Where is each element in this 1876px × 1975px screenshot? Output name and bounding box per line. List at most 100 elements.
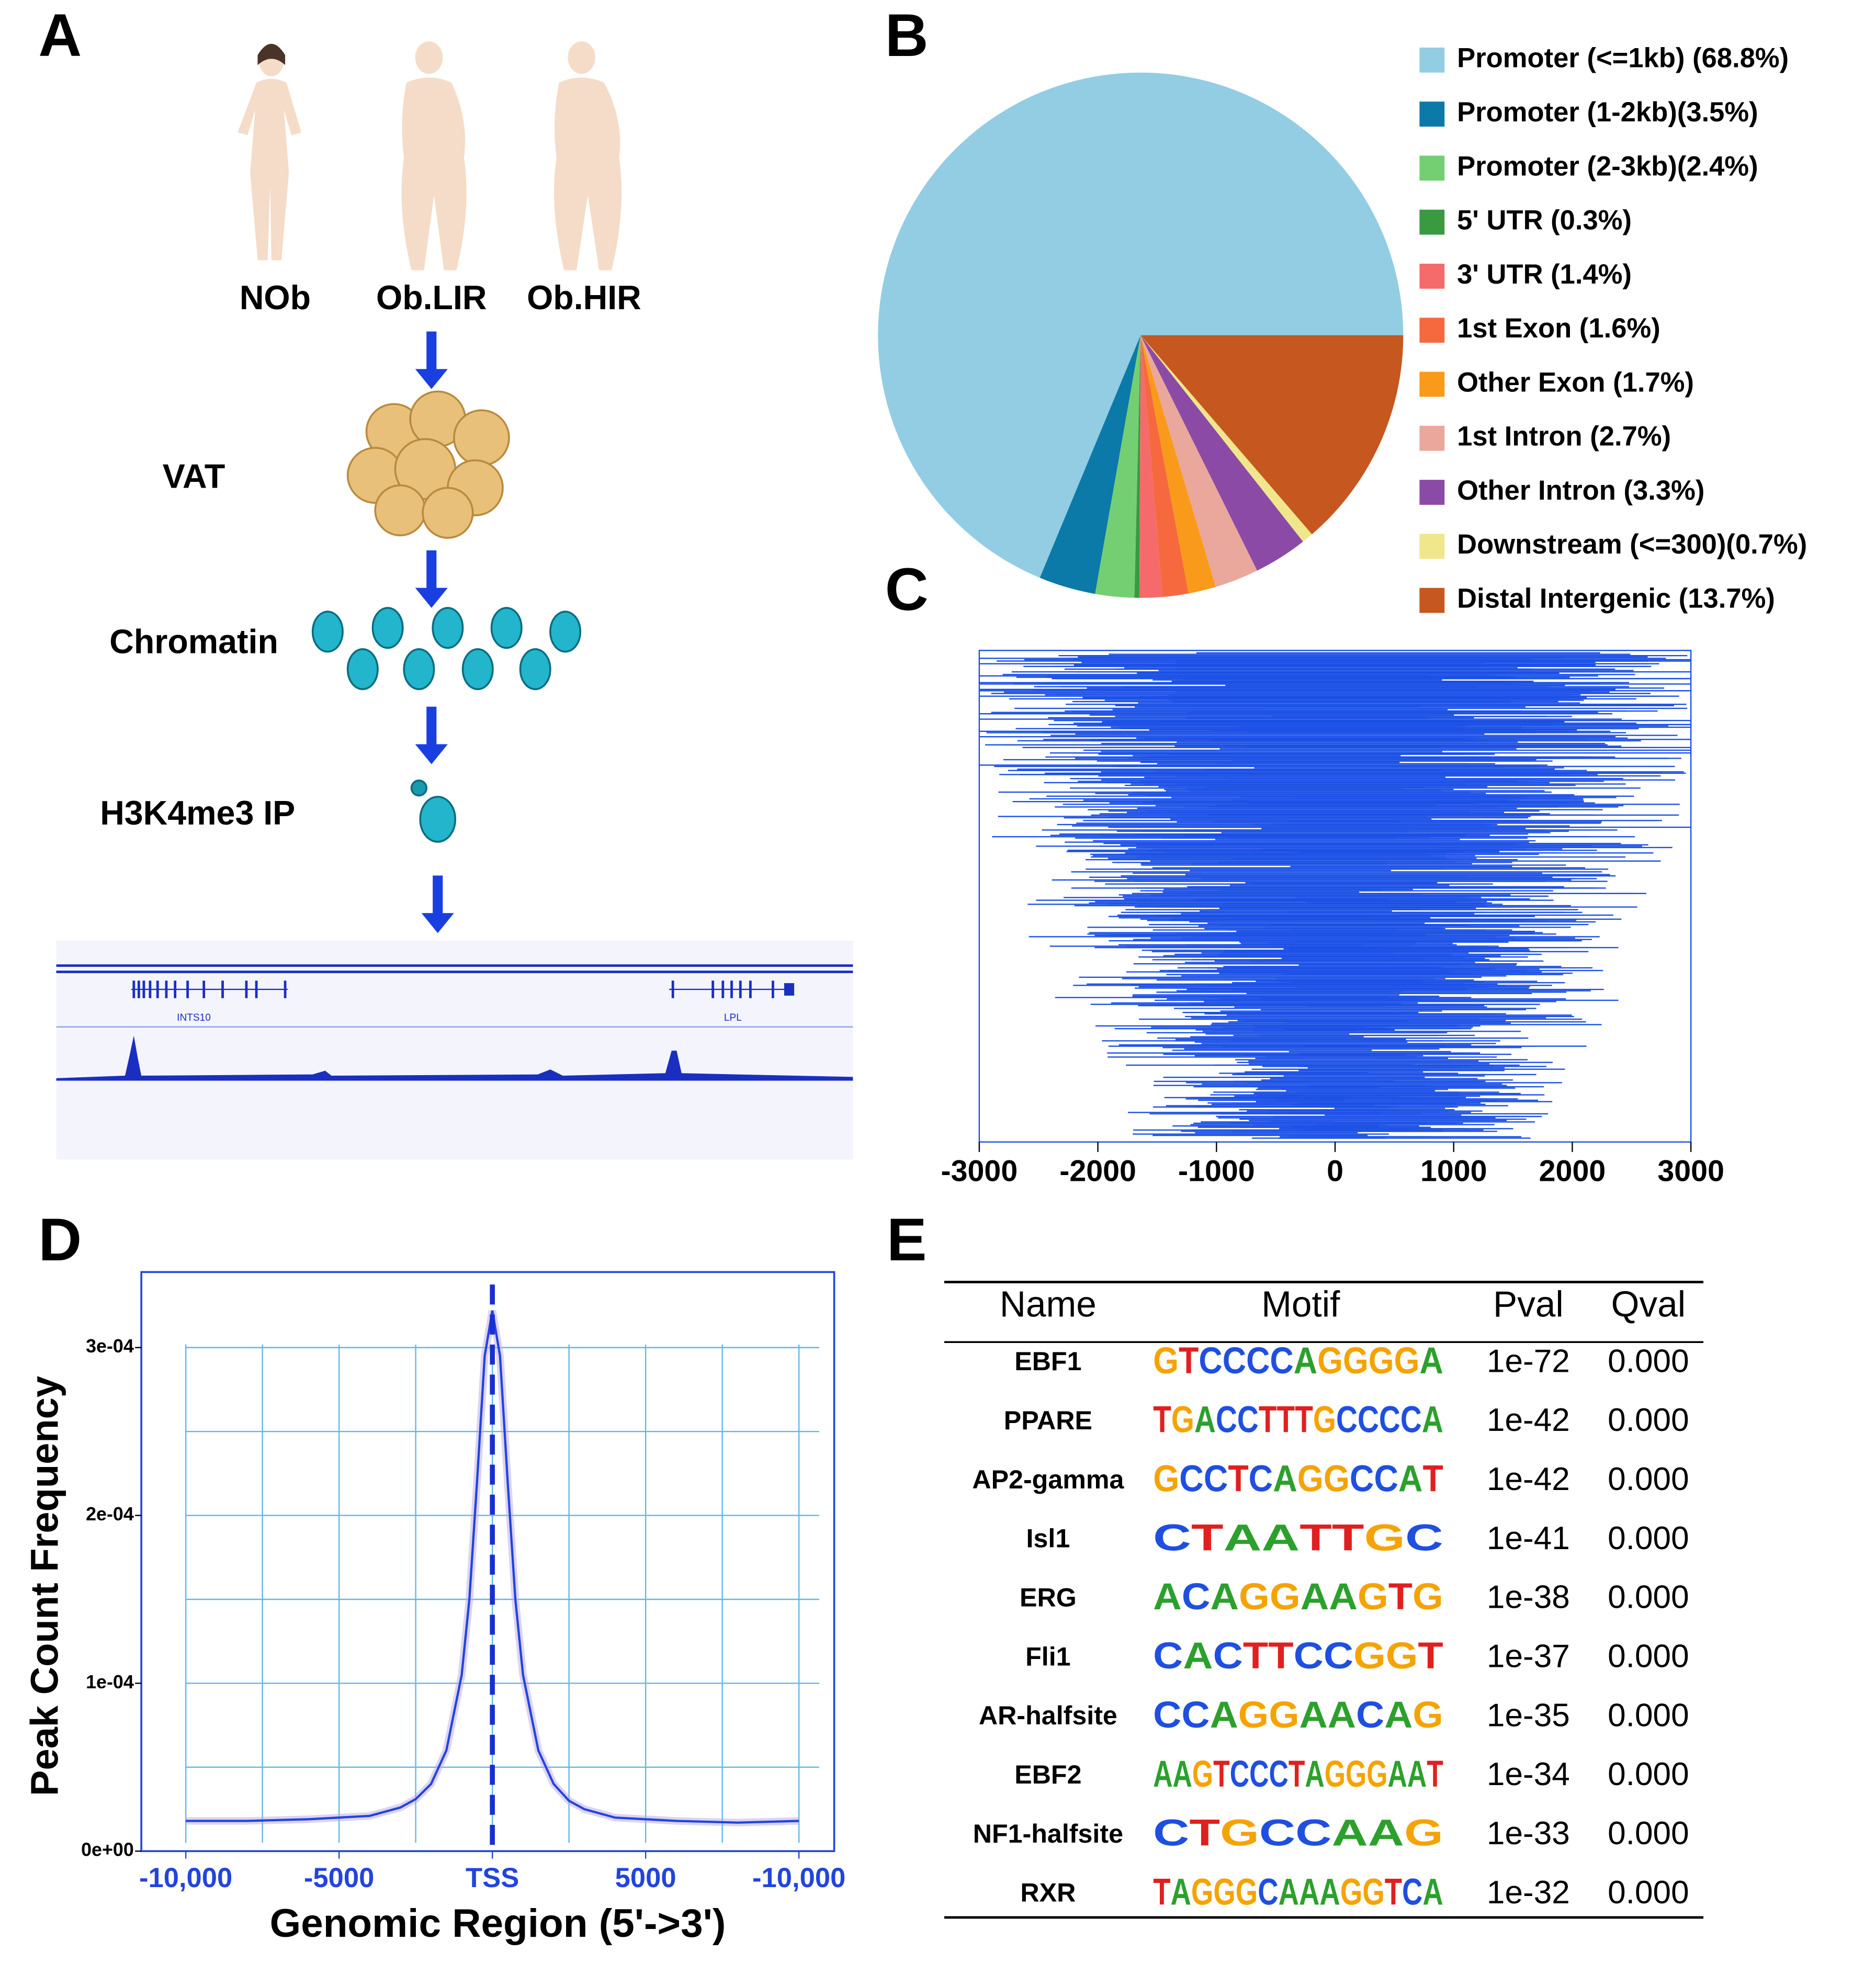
y-tick-label: 2e-04 [86,1504,134,1525]
legend-swatch [1419,534,1445,559]
legend-label: Promoter (2-3kb)(2.4%) [1457,151,1758,182]
step-label: Chromatin [109,623,278,660]
legend-swatch [1419,101,1445,127]
x-tick-label: TSS [466,1863,519,1893]
legend-swatch [1419,264,1445,289]
pie-slice [1095,335,1141,598]
pie-slice [1140,335,1216,594]
legend-label: Promoter (<=1kb) (68.8%) [1457,43,1789,74]
table-cell: 1e-35 [1487,1697,1570,1733]
line [186,1310,799,1824]
motif-logo: AAGTCCCTAGGGAAT [1153,1753,1443,1795]
legend-label: Downstream (<=300)(0.7%) [1457,529,1807,560]
motif-logo: GCCTCAGGCCAT [1153,1458,1443,1500]
x-tick-label: -5000 [304,1863,374,1893]
legend-swatch [1419,47,1445,73]
motif-name: AR-halfsite [979,1701,1117,1730]
pie-slice [1140,335,1189,597]
table-cell: 0.000 [1608,1520,1689,1556]
x-tick-label: 0 [1327,1155,1343,1188]
motif-name: RXR [1020,1878,1076,1908]
pie-slice [1140,335,1258,587]
table-cell: 0.000 [1608,1875,1689,1911]
pie-slice [1140,335,1404,535]
legend-label: Distal Intergenic (13.7%) [1457,583,1775,614]
pie-slice [878,72,1404,578]
nucleosomes [311,607,582,843]
table-cell: 0.000 [1608,1402,1689,1438]
panel-label: D [38,1206,82,1273]
table-cell: 1e-42 [1487,1402,1570,1438]
table-cell: 1e-34 [1487,1756,1570,1792]
motif-name: NF1-halfsite [973,1819,1123,1848]
x-tick-label: -2000 [1059,1155,1136,1188]
legend-swatch [1419,480,1445,505]
legend-label: Other Intron (3.3%) [1457,475,1704,506]
legend-label: Other Exon (1.7%) [1457,367,1694,398]
panel-label: C [885,556,929,623]
x-tick-label: 5000 [615,1863,676,1893]
group-label: NOb [240,279,311,317]
table-cell: 1e-37 [1487,1639,1570,1675]
table-cell: 0.000 [1608,1815,1689,1852]
y-tick-label: 1e-04 [86,1672,134,1692]
motif-name: AP2-gamma [972,1465,1124,1494]
table-header: Pval [1493,1284,1564,1325]
x-tick-label: -10,000 [139,1863,232,1893]
genome-browser [56,940,853,1160]
legend-label: 5' UTR (0.3%) [1457,205,1632,236]
table-cell: 0.000 [1608,1639,1689,1675]
arrows [415,331,454,933]
table-cell: 1e-32 [1487,1875,1570,1911]
legend-swatch [1419,209,1445,235]
motif-name: Isl1 [1026,1524,1070,1553]
people [238,41,622,270]
y-tick-label: 3e-04 [86,1336,134,1357]
step-label: VAT [163,458,225,495]
plot-frame [140,1271,835,1853]
motif-name: PPARE [1004,1406,1092,1435]
legend-label: 1st Intron (2.7%) [1457,421,1671,452]
motif-name: ERG [1020,1583,1077,1612]
legend-swatch [1419,588,1445,613]
table-cell: 1e-33 [1487,1815,1570,1852]
motif-logo: GTCCCCAGGGGA [1153,1340,1443,1382]
table-header: Name [1000,1284,1097,1325]
legend-label: 3' UTR (1.4%) [1457,259,1632,290]
x-tick-label: 2000 [1539,1155,1606,1188]
pie-slice [1139,335,1162,598]
panel-label: B [885,2,929,69]
pie-slice [1134,335,1141,598]
panel-label: E [887,1206,927,1273]
y-axis-title: Peak Count Frequency [22,1376,66,1796]
motif-logo: CCAGGAACAG [1153,1694,1443,1736]
legend-swatch [1419,155,1445,181]
table-cell: 1e-41 [1487,1520,1570,1556]
table-cell: 0.000 [1608,1697,1689,1733]
group-label: Ob.LIR [376,279,487,317]
legend-swatch [1419,425,1445,451]
x-tick-label: -3000 [941,1155,1018,1188]
x-tick-label: -10,000 [752,1863,845,1893]
y-tick-label: 0e+00 [81,1839,134,1860]
table-cell: 0.000 [1608,1343,1689,1379]
motif-logo: ACAG G AAG TG [1153,1576,1443,1618]
table-cell: 0.000 [1608,1579,1689,1616]
legend-swatch [1419,318,1445,343]
group-label: Ob.HIR [527,279,641,317]
motif-logo: TAGGGCAAAGGTCA [1153,1871,1443,1913]
pie-slice [1140,335,1312,542]
pie-slice [1140,335,1303,571]
motif-name: EBF1 [1014,1347,1081,1376]
gene-label: LPL [724,1012,742,1023]
x-tick-label: 1000 [1420,1155,1487,1188]
gene-label: INTS10 [177,1012,211,1023]
motif-name: Fli1 [1025,1642,1070,1671]
pie-slice [1039,335,1141,594]
table-header: Qval [1611,1284,1686,1325]
table-cell: 0.000 [1608,1756,1689,1792]
table-cell: 0.000 [1608,1461,1689,1497]
